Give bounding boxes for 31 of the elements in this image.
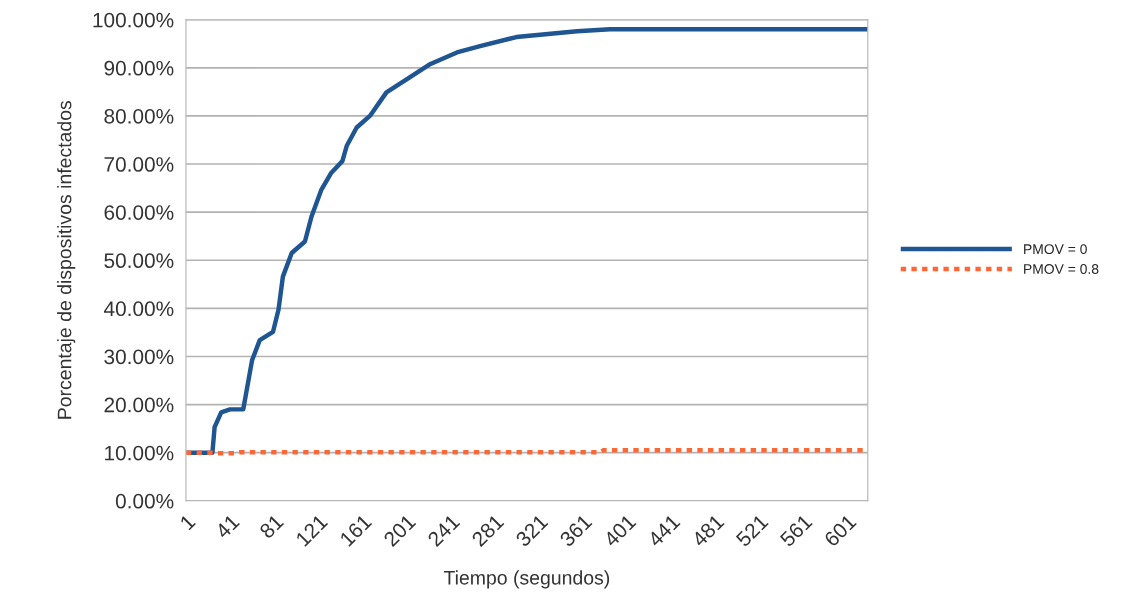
x-tick-label: 41 [214,513,240,540]
x-tick-label: 481 [690,513,725,548]
text: PMOV = 0 [1024,244,1087,255]
x-axis-title: Tiempo (segundos) [443,570,610,589]
x-tick-label: 81 [258,513,285,540]
x-tick-label: 1 [179,513,196,531]
text: PMOV = 0.8 [1024,264,1099,274]
x-tick-label: 241 [426,513,461,548]
y-tick-label: 80.00% [104,108,174,124]
x-tick-label: 521 [735,513,769,548]
x-tick-label: 401 [602,513,637,548]
y-tick-label: 40.00% [103,301,174,317]
x-tick-label: 161 [339,513,373,547]
y-tick-label: 30.00% [104,349,174,365]
x-tick-label: 281 [470,513,505,548]
x-tick-label: 441 [646,513,681,548]
x-tick-label: 321 [514,513,549,548]
y-tick-label: 100.00% [93,12,174,28]
x-tick-label: 361 [558,513,593,548]
x-tick-label: 561 [779,513,813,548]
y-tick-label: 10.00% [105,445,174,461]
y-tick-label: 90.00% [104,60,174,76]
y-axis-title: Porcentaje de dispositivos infectados [57,100,76,419]
y-tick-label: 70.00% [104,157,174,172]
x-tick-label: 601 [823,513,857,548]
y-tick-label: 60.00% [104,205,174,220]
x-tick-label: 201 [382,513,417,548]
y-tick-label: 50.00% [104,253,174,269]
y-tick-label: 0.00% [115,493,174,509]
y-tick-label: 20.00% [104,397,174,413]
x-tick-label: 121 [295,513,329,547]
